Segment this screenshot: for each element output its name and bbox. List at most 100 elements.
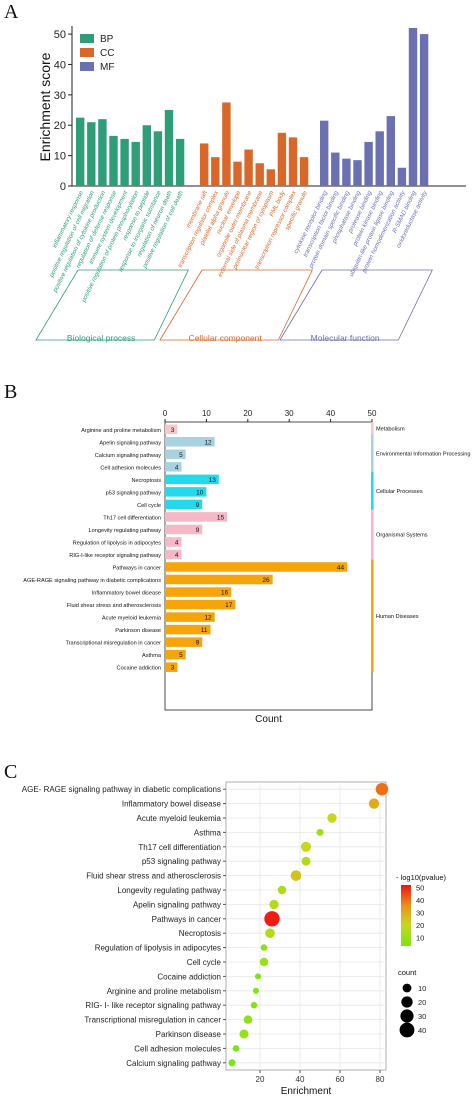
b-bar-value: 4: [175, 539, 179, 546]
b-group-strip: [371, 559, 374, 673]
c-y-tick-label: Transcriptional misregulation in cancer: [84, 1016, 221, 1025]
c-x-tick-label: 60: [336, 1075, 345, 1084]
c-size-legend-title: count: [398, 968, 417, 977]
panel-b-chart: 0 10 20 30 40 50 Count 3 Arginine and proline me…: [23, 409, 470, 725]
c-point: [254, 973, 262, 980]
b-x-tick-label: 0: [163, 409, 168, 418]
c-point: [264, 911, 280, 927]
c-y-tick-label: Calcium signaling pathway: [126, 1059, 221, 1068]
c-y-tick-label: Cocaine addiction: [157, 972, 221, 981]
c-x-tick-label: 80: [376, 1075, 385, 1084]
c-y-tick-label: Regulation of lipolysis in adipocytes: [95, 944, 221, 953]
c-y-tick-label: Pathways in cancer: [152, 915, 222, 924]
a-bar: [211, 157, 220, 186]
a-y-tick-label: 30: [54, 90, 66, 102]
a-bar: [131, 141, 140, 186]
b-bar: [165, 424, 178, 435]
c-point: [300, 841, 312, 852]
c-point: [239, 1029, 249, 1039]
b-bar: [165, 637, 203, 647]
b-bar-value: 10: [196, 489, 204, 496]
a-legend-swatch: [80, 34, 94, 43]
b-y-tick-label: Asthma: [142, 653, 162, 659]
b-bar-value: 9: [196, 640, 200, 647]
b-x-tick-label: 40: [326, 409, 335, 418]
b-group-label: Metabolism: [376, 426, 405, 432]
a-y-tick-label: 40: [54, 59, 66, 71]
c-x-tick-label: 40: [296, 1075, 305, 1084]
b-bar-value: 12: [204, 439, 212, 446]
b-bar: [165, 512, 228, 522]
c-y-tick-label: Cell cycle: [187, 958, 222, 967]
b-bar: [165, 649, 186, 660]
b-bar: [165, 562, 348, 572]
c-plot-frame: [225, 781, 387, 1071]
c-y-tick-label: Inflammatory bowel disease: [122, 800, 222, 809]
b-bar: [165, 599, 236, 610]
b-bar: [165, 487, 207, 497]
b-bar-value: 5: [179, 452, 183, 459]
a-legend-swatch: [80, 62, 94, 71]
a-bar: [364, 141, 373, 186]
b-bar: [165, 574, 273, 585]
b-bar: [165, 612, 215, 622]
a-y-tick-label: 50: [54, 29, 66, 41]
b-group-label: Organismal Systems: [376, 533, 428, 539]
c-size-legend-dot: [400, 1009, 414, 1023]
c-point: [368, 798, 380, 809]
b-y-tick-label: p53 signaling pathway: [106, 490, 162, 496]
a-bar: [233, 161, 242, 186]
c-point: [228, 1059, 236, 1067]
b-bar-value: 15: [217, 514, 225, 521]
c-y-tick-label: Apelin signaling pathway: [133, 900, 221, 909]
c-color-legend-tick: 20: [416, 921, 424, 930]
b-bar: [165, 499, 203, 510]
c-point: [301, 856, 311, 866]
a-bar: [120, 138, 129, 186]
b-x-tick-label: 50: [368, 409, 377, 418]
b-x-axis-label: Count: [255, 714, 282, 725]
b-y-tick-label: Acute myeloid leukemia: [102, 616, 162, 622]
a-group-bracket: [279, 269, 433, 341]
c-y-tick-label: Asthma: [194, 828, 222, 837]
b-x-tick-label: 30: [285, 409, 294, 418]
b-bar: [165, 437, 215, 447]
b-bar: [165, 449, 186, 460]
panel-b-letter: B: [4, 381, 17, 403]
a-y-tick-label: 0: [60, 181, 66, 193]
a-bar: [353, 160, 362, 186]
c-y-tick-label: AGE- RAGE signaling pathway in diabetic …: [22, 785, 221, 794]
a-bar: [288, 137, 298, 186]
c-point: [252, 987, 260, 994]
b-bar: [165, 587, 232, 597]
b-bar: [165, 662, 178, 672]
a-bar: [222, 102, 231, 186]
b-y-tick-label: RIG-I-like receptor signaling pathway: [69, 553, 161, 559]
a-bar: [87, 122, 96, 186]
c-size-legend-label: 20: [418, 998, 426, 1007]
c-color-legend-title: - log10(pvalue): [396, 873, 447, 882]
c-color-legend-bar: [401, 885, 411, 946]
b-y-tick-label: Regulation of lipolysis in adipocytes: [73, 540, 162, 546]
a-bar: [320, 120, 329, 186]
b-y-tick-label: Fluid shear stress and atherosclerosis: [67, 603, 161, 609]
b-y-tick-label: Calcium signaling pathway: [95, 453, 161, 459]
b-bar-value: 44: [337, 565, 345, 572]
b-y-tick-label: AGE-RAGE signaling pathway in diabetic c…: [23, 578, 161, 584]
a-bar: [76, 117, 85, 186]
b-bar-value: 9: [196, 502, 200, 509]
b-bar: [165, 524, 203, 535]
b-y-tick-label: Longevity regulating pathway: [89, 528, 162, 534]
b-y-tick-label: Cell adhesion molecules: [100, 465, 161, 471]
b-group-label: Cellular Processes: [376, 489, 423, 495]
c-point: [243, 1015, 253, 1024]
a-bar: [175, 138, 185, 186]
c-size-legend-label: 10: [418, 984, 426, 993]
c-color-legend-tick: 10: [416, 933, 424, 942]
b-bar-value: 4: [175, 464, 179, 471]
b-bar-value: 13: [209, 477, 217, 484]
c-y-tick-label: Th17 cell differentiation: [138, 843, 221, 852]
a-bar: [277, 132, 287, 186]
